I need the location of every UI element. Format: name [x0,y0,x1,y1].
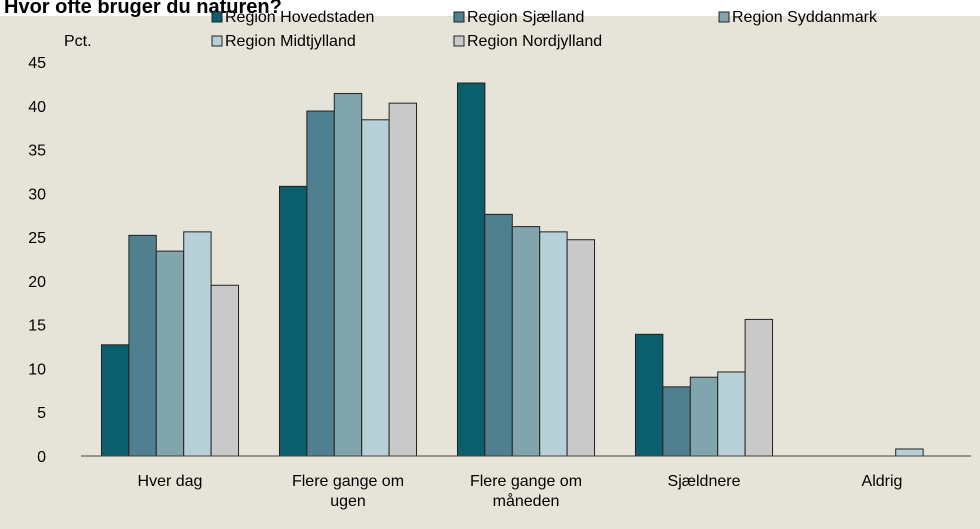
bar [278,185,308,457]
x-tick-label: Flere gange om ugen [291,473,405,510]
bar [689,376,719,457]
y-tick-label: 20 [28,274,46,291]
bar [210,284,240,457]
y-tick-label: 10 [28,361,46,378]
legend-swatch [211,35,223,47]
y-tick-label: 30 [28,186,46,203]
bar [128,234,157,457]
legend-swatch [718,11,730,23]
y-tick-label: 40 [28,99,46,116]
x-tick-label: Flere gange om måneden [469,473,583,510]
legend-label: Region Syddanmark [732,9,878,26]
bar [100,344,130,457]
bar [744,318,774,457]
bar [634,333,664,457]
bar [456,82,486,457]
bar [566,239,596,457]
legend-swatch [211,11,223,23]
y-tick-label: 45 [28,55,46,72]
bar [155,250,185,457]
bar [183,231,212,457]
x-tick-label: Sjældnere [667,473,741,490]
legend-label: Region Hovedstaden [225,9,374,26]
bar [895,448,924,457]
title-band [0,0,980,16]
x-tick-label: Hver dag [137,473,203,490]
x-tick-label: Aldrig [861,473,903,490]
bar [539,231,568,457]
y-tick-label: 0 [37,449,46,466]
bar [717,371,746,457]
bar [333,93,363,457]
y-tick-label: 35 [28,143,46,160]
bar [361,119,390,457]
y-tick-label: 15 [28,318,46,335]
legend-label: Region Sjælland [467,9,584,26]
bar [662,386,691,457]
y-tick-label: 25 [28,230,46,247]
bar [306,110,335,457]
legend-label: Region Nordjylland [467,33,602,50]
legend-swatch [453,11,465,23]
bar [388,102,418,457]
y-axis-label: Pct. [64,33,92,50]
legend-label: Region Midtjylland [225,33,356,50]
legend-swatch [453,35,465,47]
y-tick-label: 5 [37,405,46,422]
bar [511,226,541,457]
bar [484,213,513,457]
